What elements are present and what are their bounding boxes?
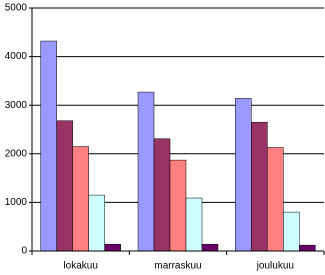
y-tick-label: 0 [21, 246, 27, 257]
bar [235, 98, 252, 252]
x-tick-label: lokakuu [63, 261, 97, 272]
bar [72, 146, 89, 252]
x-tick-label: marraskuu [154, 261, 201, 272]
y-tick-label: 1000 [5, 197, 28, 208]
x-tick-label: joulukuu [256, 261, 294, 272]
bar [56, 120, 73, 252]
bar [169, 159, 187, 252]
bar [137, 91, 155, 252]
bar [40, 40, 57, 252]
bar [267, 147, 284, 252]
bar [299, 244, 316, 252]
bar [185, 197, 203, 252]
bar [251, 121, 268, 252]
y-tick-label: 5000 [5, 3, 28, 14]
bar [88, 194, 105, 252]
bar [201, 243, 219, 252]
bar [283, 211, 300, 252]
bar [104, 243, 121, 252]
bar [153, 138, 171, 252]
y-tick-label: 3000 [5, 100, 28, 111]
y-tick-label: 2000 [5, 148, 28, 159]
y-tick-label: 4000 [5, 51, 28, 62]
